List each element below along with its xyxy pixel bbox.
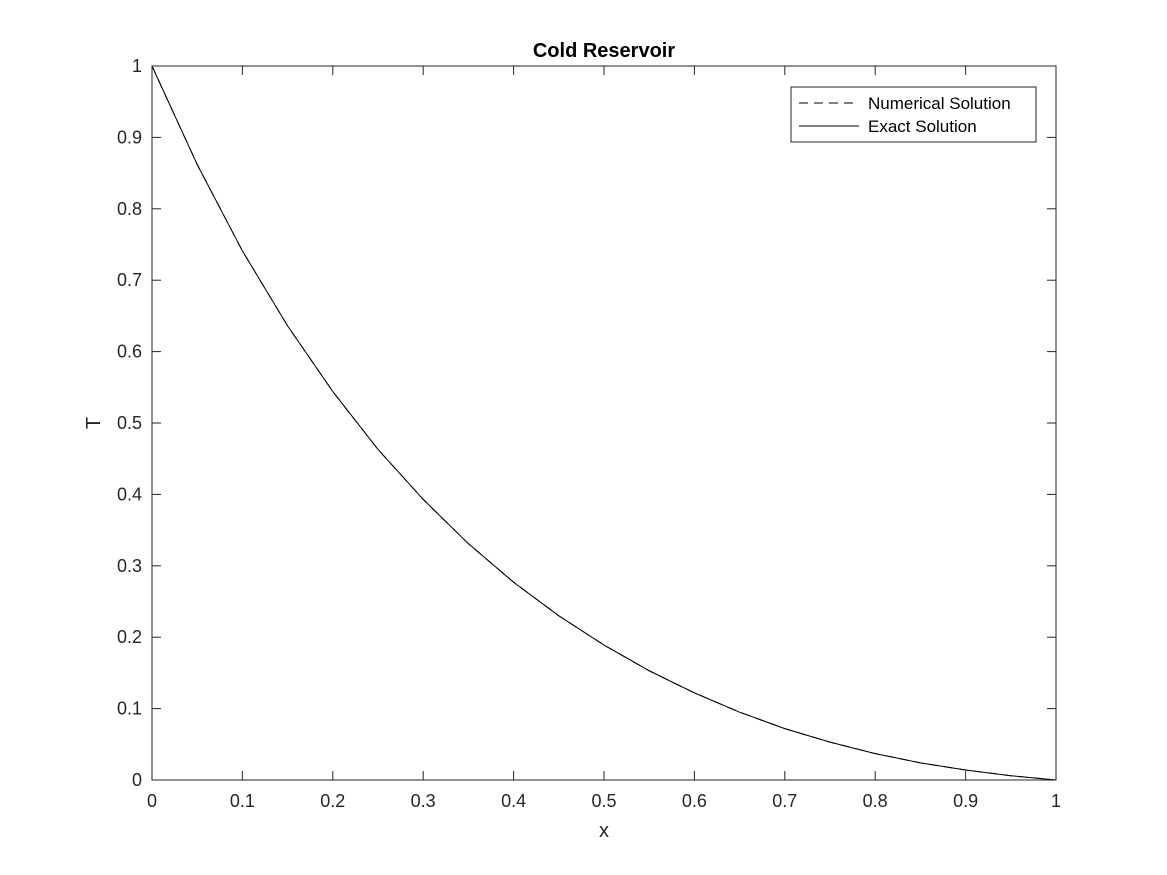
- y-tick-label: 0.1: [117, 699, 142, 719]
- x-tick-label: 0.9: [953, 791, 978, 811]
- x-tick-label: 0.8: [863, 791, 888, 811]
- x-tick-label: 1: [1051, 791, 1061, 811]
- y-tick-label: 0.3: [117, 556, 142, 576]
- x-tick-label: 0.5: [591, 791, 616, 811]
- legend-label-exact: Exact Solution: [868, 117, 977, 136]
- series-layer: [151, 65, 1057, 781]
- series-line-exact: [151, 65, 1057, 781]
- x-tick-label: 0.2: [320, 791, 345, 811]
- legend: Numerical Solution Exact Solution: [790, 86, 1037, 143]
- chart-title: Cold Reservoir: [533, 40, 675, 62]
- y-tick-label: 0.2: [117, 627, 142, 647]
- y-tick-label: 0.9: [117, 127, 142, 147]
- x-tick-label: 0.1: [230, 791, 255, 811]
- x-tick-label: 0.6: [682, 791, 707, 811]
- y-tick-label: 0.5: [117, 413, 142, 433]
- y-tick-labels: 0 0.1 0.2 0.3 0.4 0.5 0.6 0.7 0.8 0.9 1: [117, 56, 142, 790]
- x-tick-label: 0: [147, 791, 157, 811]
- legend-box: [790, 86, 1037, 143]
- x-axis-label: x: [599, 820, 609, 842]
- x-tick-label: 0.4: [501, 791, 526, 811]
- y-tick-label: 1: [132, 56, 142, 76]
- y-axis-label: T: [83, 417, 105, 429]
- plot-area: [152, 66, 1056, 780]
- y-tick-label: 0.8: [117, 199, 142, 219]
- x-tick-label: 0.3: [411, 791, 436, 811]
- y-tick-label: 0.4: [117, 484, 142, 504]
- y-tick-label: 0.6: [117, 342, 142, 362]
- y-tick-label: 0.7: [117, 270, 142, 290]
- x-tick-label: 0.7: [772, 791, 797, 811]
- legend-label-numerical: Numerical Solution: [868, 94, 1011, 113]
- x-tick-labels: 0 0.1 0.2 0.3 0.4 0.5 0.6 0.7 0.8 0.9 1: [147, 791, 1061, 811]
- y-tick-label: 0: [132, 770, 142, 790]
- axes-box: [151, 65, 1057, 781]
